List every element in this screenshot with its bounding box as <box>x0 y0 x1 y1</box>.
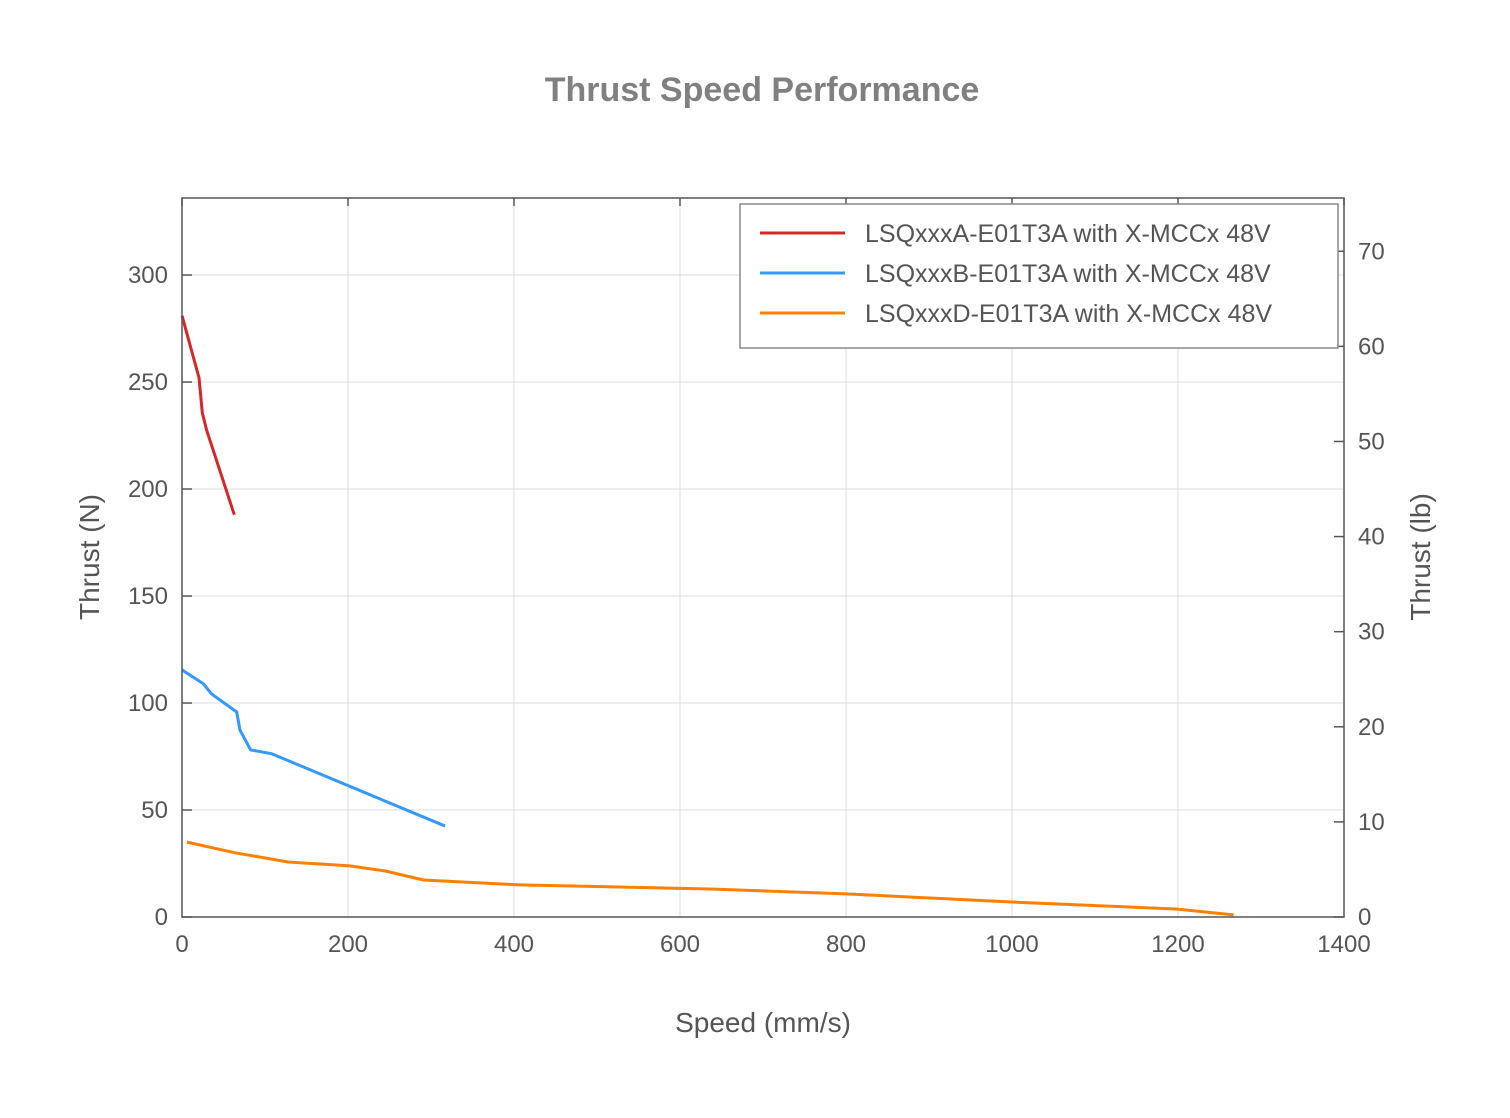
legend: LSQxxxA-E01T3A with X-MCCx 48V LSQxxxB-E0… <box>739 203 1339 349</box>
y2-tick-label: 40 <box>1358 524 1385 551</box>
x-tick-label: 0 <box>175 931 188 958</box>
y-tick-label: 250 <box>128 369 168 396</box>
y-tick-label: 300 <box>128 262 168 289</box>
x-tick-label: 800 <box>826 931 866 958</box>
legend-label-3: LSQxxxD-E01T3A with X-MCCx 48V <box>865 300 1272 328</box>
y2-tick-label: 60 <box>1358 333 1385 360</box>
y2-tick-label: 20 <box>1358 714 1385 741</box>
y2-axis-label: Thrust (lb) <box>1405 493 1436 621</box>
legend-box <box>739 203 1339 349</box>
y-axis-label: Thrust (N) <box>74 494 105 620</box>
series-line-2 <box>181 668 446 828</box>
y-tick-label: 50 <box>141 797 168 824</box>
y2-tick-label: 50 <box>1358 428 1385 455</box>
legend-label-1: LSQxxxA-E01T3A with X-MCCx 48V <box>865 220 1271 248</box>
y2-tick-label: 0 <box>1358 904 1371 931</box>
x-tick-label: 400 <box>494 931 534 958</box>
y2-tick-label: 30 <box>1358 619 1385 646</box>
x-tick-label: 1400 <box>1317 931 1370 958</box>
legend-label-2: LSQxxxB-E01T3A with X-MCCx 48V <box>865 260 1271 288</box>
y-tick-label: 150 <box>128 583 168 610</box>
y2-tick-label: 70 <box>1358 238 1385 265</box>
x-tick-label: 1000 <box>985 931 1038 958</box>
series-group <box>180 315 1234 917</box>
series-line-3 <box>186 840 1234 917</box>
plot-frame <box>181 197 1345 918</box>
x-tick-label: 600 <box>660 931 700 958</box>
x-tick-label: 200 <box>328 931 368 958</box>
y-tick-label: 0 <box>155 904 168 931</box>
y-tick-label: 200 <box>128 476 168 503</box>
y2-tick-label: 10 <box>1358 809 1385 836</box>
ticks: 0 200 400 600 800 1000 1200 1400050100150200250… <box>128 198 1385 958</box>
series-line-1 <box>180 315 236 516</box>
chart-title: Thrust Speed Performance <box>545 71 980 109</box>
x-tick-label: 1200 <box>1151 931 1204 958</box>
y-tick-label: 100 <box>128 690 168 717</box>
x-axis-label: Speed (mm/s) <box>675 1007 851 1038</box>
